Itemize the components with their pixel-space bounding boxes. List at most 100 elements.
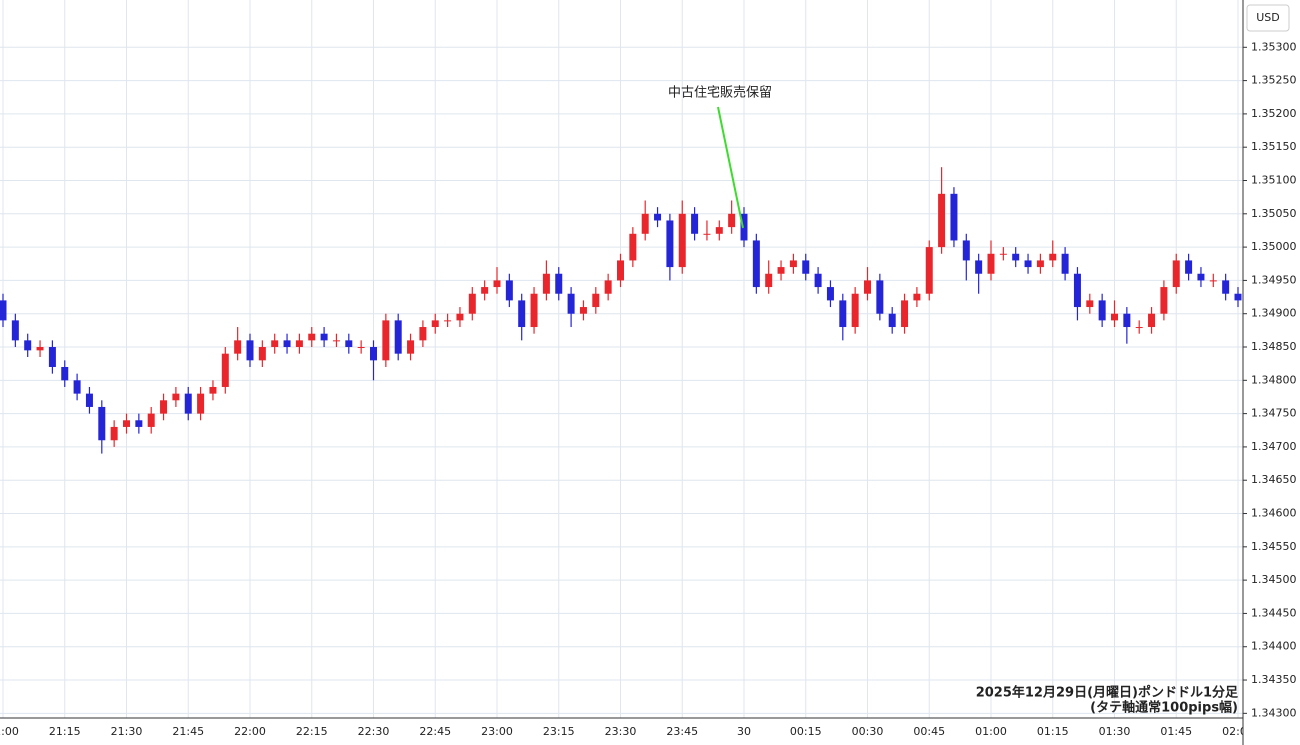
candle-body — [1073, 273, 1081, 308]
y-tick-label: 1.34950 — [1251, 273, 1297, 286]
candle-body — [888, 313, 896, 328]
x-tick-label: 23:00 — [481, 725, 513, 738]
x-tick-label: 21:30 — [111, 725, 143, 738]
candle-body — [814, 273, 822, 288]
candle-body — [1086, 300, 1094, 308]
candle-body — [407, 340, 415, 354]
caption-line: (タテ軸通常100pips幅) — [1090, 700, 1238, 716]
candle-body — [505, 280, 513, 301]
y-tick-label: 1.35150 — [1251, 140, 1297, 153]
candle-body — [481, 287, 489, 294]
x-tick-label: 01:30 — [1099, 725, 1131, 738]
x-tick-label: 21:00 — [0, 725, 19, 738]
candle-body — [617, 260, 624, 281]
candle-body — [36, 347, 44, 351]
candle-body — [851, 293, 859, 328]
candle-body — [209, 386, 217, 394]
candle-body — [826, 287, 834, 301]
candle-body — [1160, 287, 1168, 314]
candle-body — [295, 340, 303, 348]
candle-body — [246, 340, 254, 361]
candle-body — [308, 333, 316, 341]
candle-body — [1185, 260, 1193, 274]
candle-body — [123, 420, 130, 427]
candle-body — [876, 280, 884, 314]
candle-body — [789, 260, 797, 268]
candle-body — [1234, 293, 1242, 301]
y-tick-label: 1.35200 — [1251, 107, 1297, 120]
candle-body — [444, 320, 452, 322]
candle-body — [1222, 280, 1230, 294]
y-tick-label: 1.34600 — [1251, 507, 1297, 520]
candle-body — [332, 340, 340, 342]
x-tick-label: 21:15 — [49, 725, 81, 738]
x-tick-label: 30 — [737, 725, 751, 738]
candle-body — [604, 280, 612, 294]
candle-body — [283, 340, 291, 348]
candle-body — [1024, 260, 1032, 268]
candle-body — [221, 353, 229, 387]
y-tick-label: 1.34850 — [1251, 340, 1297, 353]
candle-body — [715, 227, 723, 234]
candle-body — [419, 327, 427, 341]
candle-body — [728, 213, 736, 228]
candle-body — [271, 340, 279, 348]
annotation: 中古住宅販売保留 — [668, 85, 772, 101]
candle-body — [184, 393, 192, 414]
candle-body — [1209, 280, 1217, 282]
candle-body — [654, 213, 662, 221]
candle-body — [234, 340, 242, 354]
candle-body — [1049, 253, 1057, 261]
y-tick-label: 1.35100 — [1251, 173, 1297, 186]
candle-body — [938, 193, 946, 248]
candle-body — [160, 400, 168, 414]
candle-body — [765, 273, 773, 288]
y-tick-label: 1.34750 — [1251, 407, 1297, 420]
candle-body — [802, 260, 810, 274]
x-tick-label: 22:00 — [234, 725, 266, 738]
candle-body — [357, 347, 365, 349]
candle-body — [493, 280, 501, 288]
y-tick-label: 1.34500 — [1251, 573, 1297, 586]
x-tick-label: 22:15 — [296, 725, 328, 738]
x-tick-label: 22:30 — [358, 725, 390, 738]
x-tick-label: 01:15 — [1037, 725, 1069, 738]
y-tick-label: 1.34450 — [1251, 606, 1297, 619]
candle-body — [394, 320, 402, 354]
candle-body — [370, 347, 377, 361]
candle-body — [1172, 260, 1180, 288]
x-tick-label: 00:15 — [790, 725, 822, 738]
x-tick-label: 23:15 — [543, 725, 575, 738]
candle-body — [98, 406, 106, 441]
candle-body — [555, 273, 563, 294]
candle-body — [579, 307, 587, 314]
candle-body — [1061, 253, 1069, 274]
candle-body — [382, 320, 390, 361]
y-tick-label: 1.34700 — [1251, 440, 1297, 453]
candle-body — [678, 213, 686, 268]
y-tick-label: 1.35250 — [1251, 74, 1297, 87]
candle-body — [950, 193, 958, 241]
candle-body — [1111, 313, 1118, 321]
y-tick-label: 1.34900 — [1251, 307, 1297, 320]
candle-body — [468, 293, 476, 314]
candle-body — [777, 267, 785, 274]
candle-body — [864, 280, 871, 294]
y-tick-label: 1.35300 — [1251, 40, 1297, 53]
candle-body — [258, 347, 266, 361]
x-tick-label: 23:45 — [666, 725, 698, 738]
annotation-pointer — [717, 106, 744, 229]
currency-box — [1246, 4, 1290, 32]
candle-body — [1135, 327, 1143, 329]
candle-body — [1012, 253, 1020, 261]
x-tick-label: 00:45 — [913, 725, 945, 738]
candle-body — [999, 253, 1007, 255]
candle-body — [530, 293, 538, 328]
y-tick-label: 1.34550 — [1251, 540, 1297, 553]
candle-body — [1098, 300, 1106, 321]
x-tick-label: 23:30 — [605, 725, 637, 738]
candle-body — [975, 260, 983, 274]
x-tick-label: 01:45 — [1160, 725, 1192, 738]
candle-body — [1197, 273, 1205, 281]
y-tick-label: 1.34650 — [1251, 473, 1297, 486]
